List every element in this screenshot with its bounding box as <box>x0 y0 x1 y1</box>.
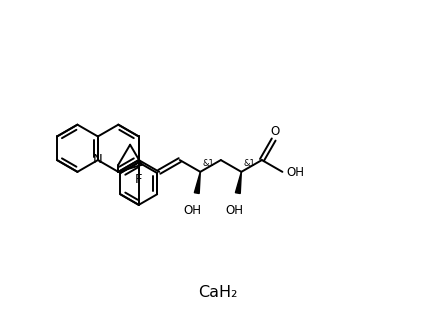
Text: OH: OH <box>225 204 243 217</box>
Polygon shape <box>194 172 200 194</box>
Text: N: N <box>93 153 103 165</box>
Text: &1: &1 <box>243 159 255 167</box>
Text: CaH₂: CaH₂ <box>198 285 238 300</box>
Text: OH: OH <box>286 166 304 179</box>
Text: O: O <box>270 125 279 138</box>
Text: OH: OH <box>184 204 202 217</box>
Text: &1: &1 <box>202 159 214 167</box>
Polygon shape <box>236 172 241 194</box>
Text: F: F <box>135 173 142 186</box>
